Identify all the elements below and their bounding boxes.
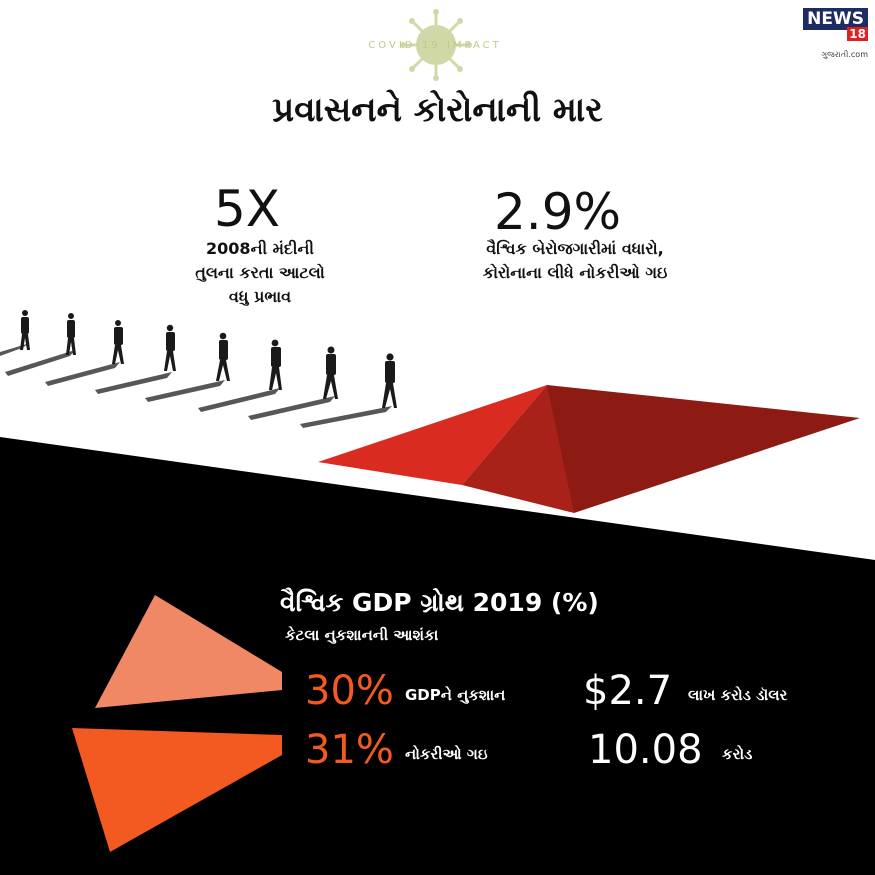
covid-impact-kicker: COVID-19 IMPACT [368,40,502,51]
brand-number: 18 [847,27,868,41]
jobs-lost-percent: 31% [305,727,394,773]
jobs-lost-label: નોકરીઓ ગઇ [405,745,488,763]
gdp-loss-unit: લાખ કરોડ ડૉલર [688,686,788,704]
stat-5x-caption-line2: તુલના કરતા આટલો [195,263,325,282]
gdp-loss-fan [95,595,282,708]
stat-unemployment-value: 2.9% [494,183,622,241]
stat-unemployment-caption: વૈશ્વિક બેરોજગારીમાં વધારો, કોરોનાના લીધ… [430,237,720,285]
jobs-lost-fan [72,728,282,852]
pit-left-face [318,385,547,485]
gdp-section-subtitle: કેટલા નુકશાનની આશંકા [285,626,439,644]
walker-shadows [0,343,392,428]
stat-5x-caption-line3: વધુ પ્રભાવ [228,287,292,306]
pit-bottom-face [462,385,574,513]
jobs-lost-unit: કરોડ [722,745,753,763]
pit-right-face [547,385,860,513]
stat-5x-value: 5X [214,180,281,238]
gdp-loss-percent: 30% [305,668,394,714]
stat-unemployment-caption-line1: વૈશ્વિક બેરોજગારીમાં વધારો, [486,239,664,258]
coronavirus-icon [400,9,472,81]
brand-subtitle: ગુજરાતી.com [821,50,868,59]
page-title: પ્રવાસનને કોરોનાની માર [272,90,603,130]
news18-logo: NEWS18 ગુજરાતી.com [788,8,868,60]
stat-5x-caption-line1: 2008ની મંદીની [206,239,314,258]
walking-businessman-icon [20,310,397,408]
gdp-section-title: વૈશ્વિક GDP ગ્રોથ 2019 (%) [280,588,599,617]
stat-unemployment-caption-line2: કોરોનાના લીધે નોકરીઓ ગઇ [482,263,668,282]
jobs-lost-amount: 10.08 [588,727,703,773]
gdp-loss-amount: $2.7 [583,668,673,714]
gdp-loss-label: GDPને નુકશાન [405,686,506,704]
stat-5x-caption: 2008ની મંદીની તુલના કરતા આટલો વધુ પ્રભાવ [160,237,360,309]
brand-name: NEWS [803,8,868,30]
